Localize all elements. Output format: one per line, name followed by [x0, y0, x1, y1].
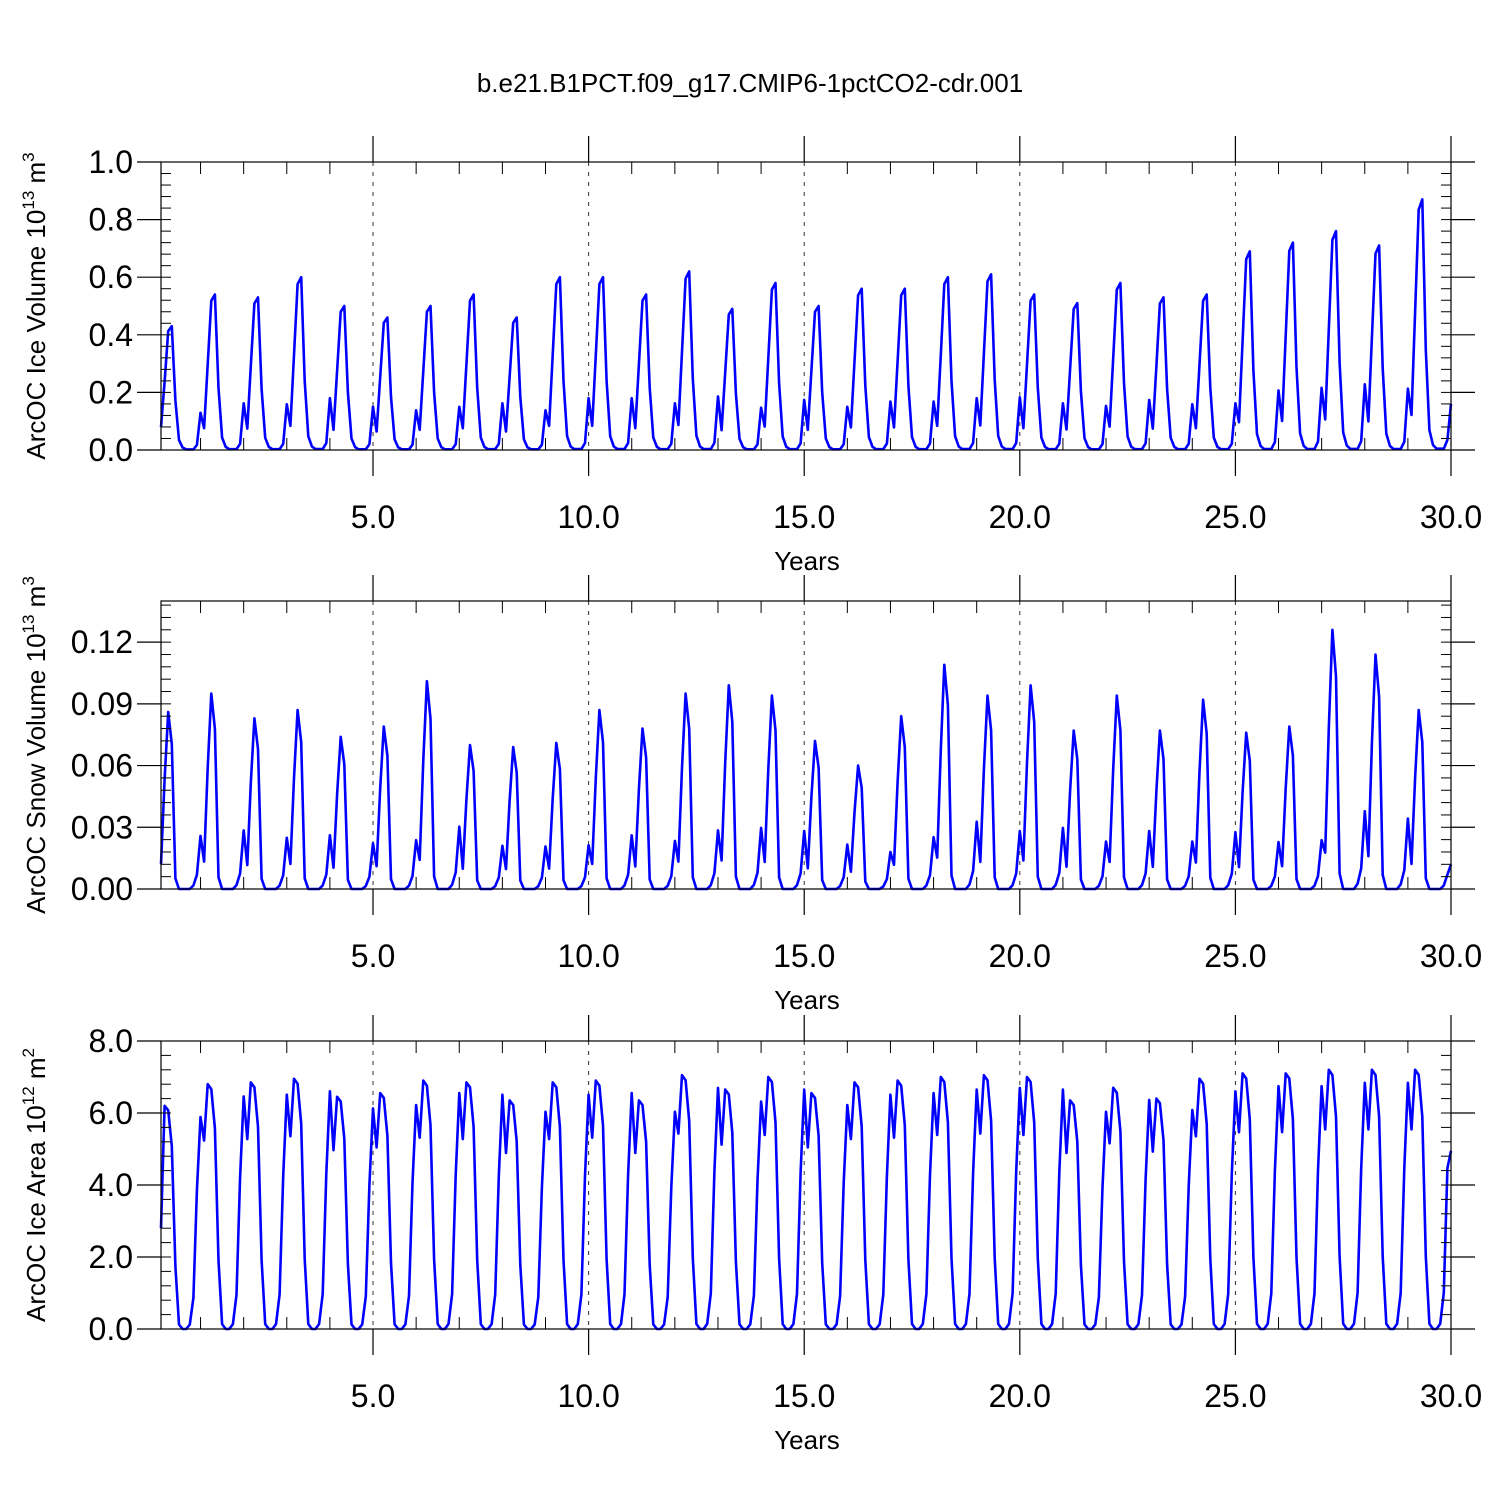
x-tick-label: 20.0 — [989, 938, 1051, 974]
x-tick-label: 20.0 — [989, 1378, 1051, 1414]
y-axis-label-part: 3 — [19, 576, 38, 585]
y-axis-label-part: ArcOC Ice Volume 10 — [21, 210, 51, 460]
x-tick-label: 5.0 — [351, 1378, 395, 1414]
figure-title: b.e21.B1PCT.f09_g17.CMIP6-1pctCO2-cdr.00… — [476, 68, 1024, 98]
y-tick-label: 0.2 — [89, 374, 133, 410]
x-tick-label: 10.0 — [557, 499, 619, 535]
y-axis-label-part: m — [21, 1057, 51, 1086]
x-axis-label: Years — [774, 985, 840, 1015]
x-tick-label: 10.0 — [557, 1378, 619, 1414]
y-axis-label: ArcOC Snow Volume 1013 m3 — [19, 576, 51, 914]
x-tick-label: 5.0 — [351, 499, 395, 535]
y-axis-label-part: 2 — [19, 1048, 38, 1057]
y-axis-label-part: 3 — [19, 152, 38, 161]
y-axis-label-part: m — [21, 162, 51, 191]
y-tick-label: 0.06 — [71, 748, 133, 784]
panel-1: 5.0 10.0 15.0 20.0 25.0 30.0 Years 0.0 0.2 0.4 0.6… — [19, 136, 1482, 576]
y-tick-label: 8.0 — [89, 1023, 133, 1059]
x-axis-label: Years — [774, 1425, 840, 1455]
y-tick-label: 2.0 — [89, 1239, 133, 1275]
y-axis-label-part: 12 — [19, 1086, 38, 1105]
panel-3: 5.0 10.0 15.0 20.0 25.0 30.0 Years 0.0 2.0 4.0 6.0… — [19, 1015, 1482, 1455]
x-tick-label: 10.0 — [557, 938, 619, 974]
y-tick-label: 6.0 — [89, 1095, 133, 1131]
plot-frame — [160, 600, 1452, 890]
x-tick-label: 5.0 — [351, 938, 395, 974]
x-tick-label: 20.0 — [989, 499, 1051, 535]
panel-2: 5.0 10.0 15.0 20.0 25.0 30.0 Years 0.00 0.03 0.06… — [19, 575, 1482, 1015]
y-tick-label: 1.0 — [89, 144, 133, 180]
series-line — [159, 1068, 1453, 1331]
y-tick-label: 4.0 — [89, 1167, 133, 1203]
y-tick-label: 0.09 — [71, 686, 133, 722]
y-tick-label: 0.00 — [71, 871, 133, 907]
y-axis-label-part: ArcOC Snow Volume 10 — [21, 633, 51, 913]
y-axis-label-part: 13 — [19, 615, 38, 634]
y-tick-label: 0.6 — [89, 259, 133, 295]
y-axis-label-part: 13 — [19, 191, 38, 210]
series-line — [159, 628, 1453, 891]
y-tick-label: 0.03 — [71, 809, 133, 845]
x-tick-label: 30.0 — [1420, 938, 1482, 974]
y-tick-label: 0.0 — [89, 432, 133, 468]
y-tick-label: 0.12 — [71, 624, 133, 660]
x-tick-label: 15.0 — [773, 938, 835, 974]
x-tick-label: 15.0 — [773, 499, 835, 535]
y-axis-label-part: m — [21, 586, 51, 615]
x-tick-label: 25.0 — [1204, 938, 1266, 974]
y-tick-label: 0.8 — [89, 202, 133, 238]
y-axis-label: ArcOC Ice Volume 1013 m3 — [19, 152, 51, 459]
x-tick-label: 15.0 — [773, 1378, 835, 1414]
y-tick-label: 0.4 — [89, 317, 133, 353]
x-tick-label: 25.0 — [1204, 1378, 1266, 1414]
x-tick-label: 25.0 — [1204, 499, 1266, 535]
series-line — [159, 198, 1453, 451]
plot-frame — [160, 161, 1452, 451]
x-tick-label: 30.0 — [1420, 1378, 1482, 1414]
y-axis-label-part: ArcOC Ice Area 10 — [21, 1105, 51, 1322]
y-tick-label: 0.0 — [89, 1311, 133, 1347]
plot-frame — [160, 1040, 1452, 1330]
x-axis-label: Years — [774, 546, 840, 576]
x-tick-label: 30.0 — [1420, 499, 1482, 535]
y-axis-label: ArcOC Ice Area 1012 m2 — [19, 1048, 51, 1322]
